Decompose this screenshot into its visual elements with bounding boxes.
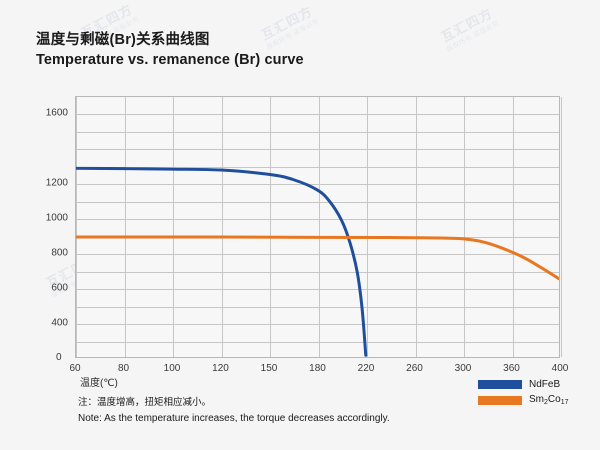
gridline-vertical bbox=[124, 97, 126, 357]
x-axis-tick-label: 150 bbox=[260, 363, 278, 374]
series-line-ndfeb bbox=[76, 166, 368, 357]
gridline-horizontal bbox=[76, 184, 559, 186]
note-block: 注：温度增高，扭矩相应减小。 Note: As the temperature … bbox=[78, 396, 390, 426]
legend: NdFeB Sm2Co17 bbox=[478, 379, 569, 410]
gridline-vertical bbox=[173, 97, 174, 357]
gridline-horizontal bbox=[76, 166, 559, 168]
gridline-vertical bbox=[464, 97, 465, 357]
note-en: Note: As the temperature increases, the … bbox=[78, 412, 390, 424]
x-axis-tick-label: 120 bbox=[212, 363, 229, 374]
gridline-vertical bbox=[76, 97, 77, 357]
y-axis-tick-label: 600 bbox=[51, 282, 68, 294]
plot-area bbox=[75, 96, 562, 358]
y-axis-tick-label: 1200 bbox=[45, 177, 68, 189]
y-axis-zero-label: 0 bbox=[56, 352, 62, 363]
series-line-sm2co17 bbox=[76, 235, 559, 281]
gridline-horizontal bbox=[76, 114, 559, 116]
legend-label: NdFeB bbox=[529, 379, 561, 390]
gridline-horizontal bbox=[76, 201, 559, 203]
y-axis-tick-label: 1600 bbox=[45, 107, 68, 119]
chart-title-en: Temperature vs. remanence (Br) curve bbox=[36, 52, 304, 68]
x-axis-tick-label: 400 bbox=[551, 363, 569, 374]
y-axis-tick-label: 1000 bbox=[45, 212, 68, 224]
gridline-vertical bbox=[367, 97, 368, 357]
gridline-vertical bbox=[221, 97, 223, 357]
x-axis-tick-label: 300 bbox=[454, 363, 472, 374]
x-axis-tick-label: 180 bbox=[309, 363, 326, 374]
legend-swatch bbox=[478, 395, 522, 405]
gridline-horizontal bbox=[76, 271, 559, 273]
y-axis-tick-label: 800 bbox=[51, 247, 68, 259]
legend-item[interactable]: NdFeB bbox=[478, 379, 569, 390]
gridline-vertical bbox=[270, 97, 271, 357]
x-axis-tick-label: 80 bbox=[117, 363, 130, 374]
note-cn: 注：温度增高，扭矩相应减小。 bbox=[78, 397, 212, 408]
x-axis-tick-label: 260 bbox=[406, 363, 423, 374]
legend-label: Sm2Co17 bbox=[529, 394, 569, 406]
curve-layer bbox=[76, 166, 559, 357]
gridline-vertical bbox=[561, 97, 562, 357]
gridline-horizontal bbox=[76, 306, 559, 308]
gridline-horizontal bbox=[76, 289, 559, 291]
legend-item[interactable]: Sm2Co17 bbox=[478, 394, 569, 406]
gridline-horizontal bbox=[76, 341, 559, 343]
x-axis-tick-label: 60 bbox=[69, 363, 81, 374]
x-axis-tick-label: 360 bbox=[503, 363, 520, 374]
chart-title-block: 温度与剩磁(Br)关系曲线图 Temperature vs. remanence… bbox=[36, 28, 304, 68]
gridline-horizontal bbox=[76, 324, 559, 326]
y-axis-tick-label: 400 bbox=[51, 317, 68, 329]
x-axis-tick-label: 100 bbox=[163, 363, 181, 374]
chart-title-cn: 温度与剩磁(Br)关系曲线图 bbox=[36, 32, 210, 48]
gridline-horizontal bbox=[76, 254, 559, 256]
gridline-vertical bbox=[318, 97, 320, 357]
gridline-horizontal bbox=[76, 131, 559, 133]
gridline-horizontal bbox=[76, 149, 559, 151]
gridline-vertical bbox=[415, 97, 417, 357]
legend-swatch bbox=[478, 380, 522, 389]
gridline-horizontal bbox=[76, 219, 559, 221]
x-axis-tick-label: 220 bbox=[357, 363, 375, 374]
x-axis-label: 温度(℃) bbox=[80, 378, 118, 389]
watermark: 互汇四方版权所有 盗版必究 bbox=[438, 5, 501, 53]
gridline-vertical bbox=[512, 97, 514, 357]
